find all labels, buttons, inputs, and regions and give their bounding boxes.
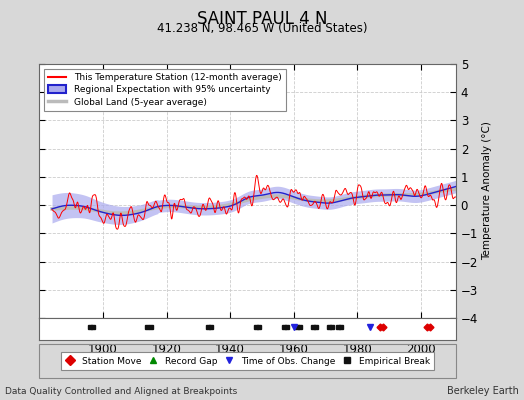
- Legend: Station Move, Record Gap, Time of Obs. Change, Empirical Break: Station Move, Record Gap, Time of Obs. C…: [61, 352, 434, 370]
- Text: 2000: 2000: [406, 343, 436, 356]
- Text: 1960: 1960: [279, 343, 309, 356]
- Text: Data Quality Controlled and Aligned at Breakpoints: Data Quality Controlled and Aligned at B…: [5, 387, 237, 396]
- Legend: This Temperature Station (12-month average), Regional Expectation with 95% uncer: This Temperature Station (12-month avera…: [44, 68, 286, 111]
- Text: 41.238 N, 98.465 W (United States): 41.238 N, 98.465 W (United States): [157, 22, 367, 35]
- Text: Berkeley Earth: Berkeley Earth: [447, 386, 519, 396]
- Text: 1940: 1940: [215, 343, 245, 356]
- Text: 1980: 1980: [342, 343, 372, 356]
- Text: 1900: 1900: [88, 343, 118, 356]
- Text: 1920: 1920: [151, 343, 181, 356]
- Y-axis label: Temperature Anomaly (°C): Temperature Anomaly (°C): [482, 122, 492, 260]
- Text: SAINT PAUL 4 N: SAINT PAUL 4 N: [196, 10, 328, 28]
